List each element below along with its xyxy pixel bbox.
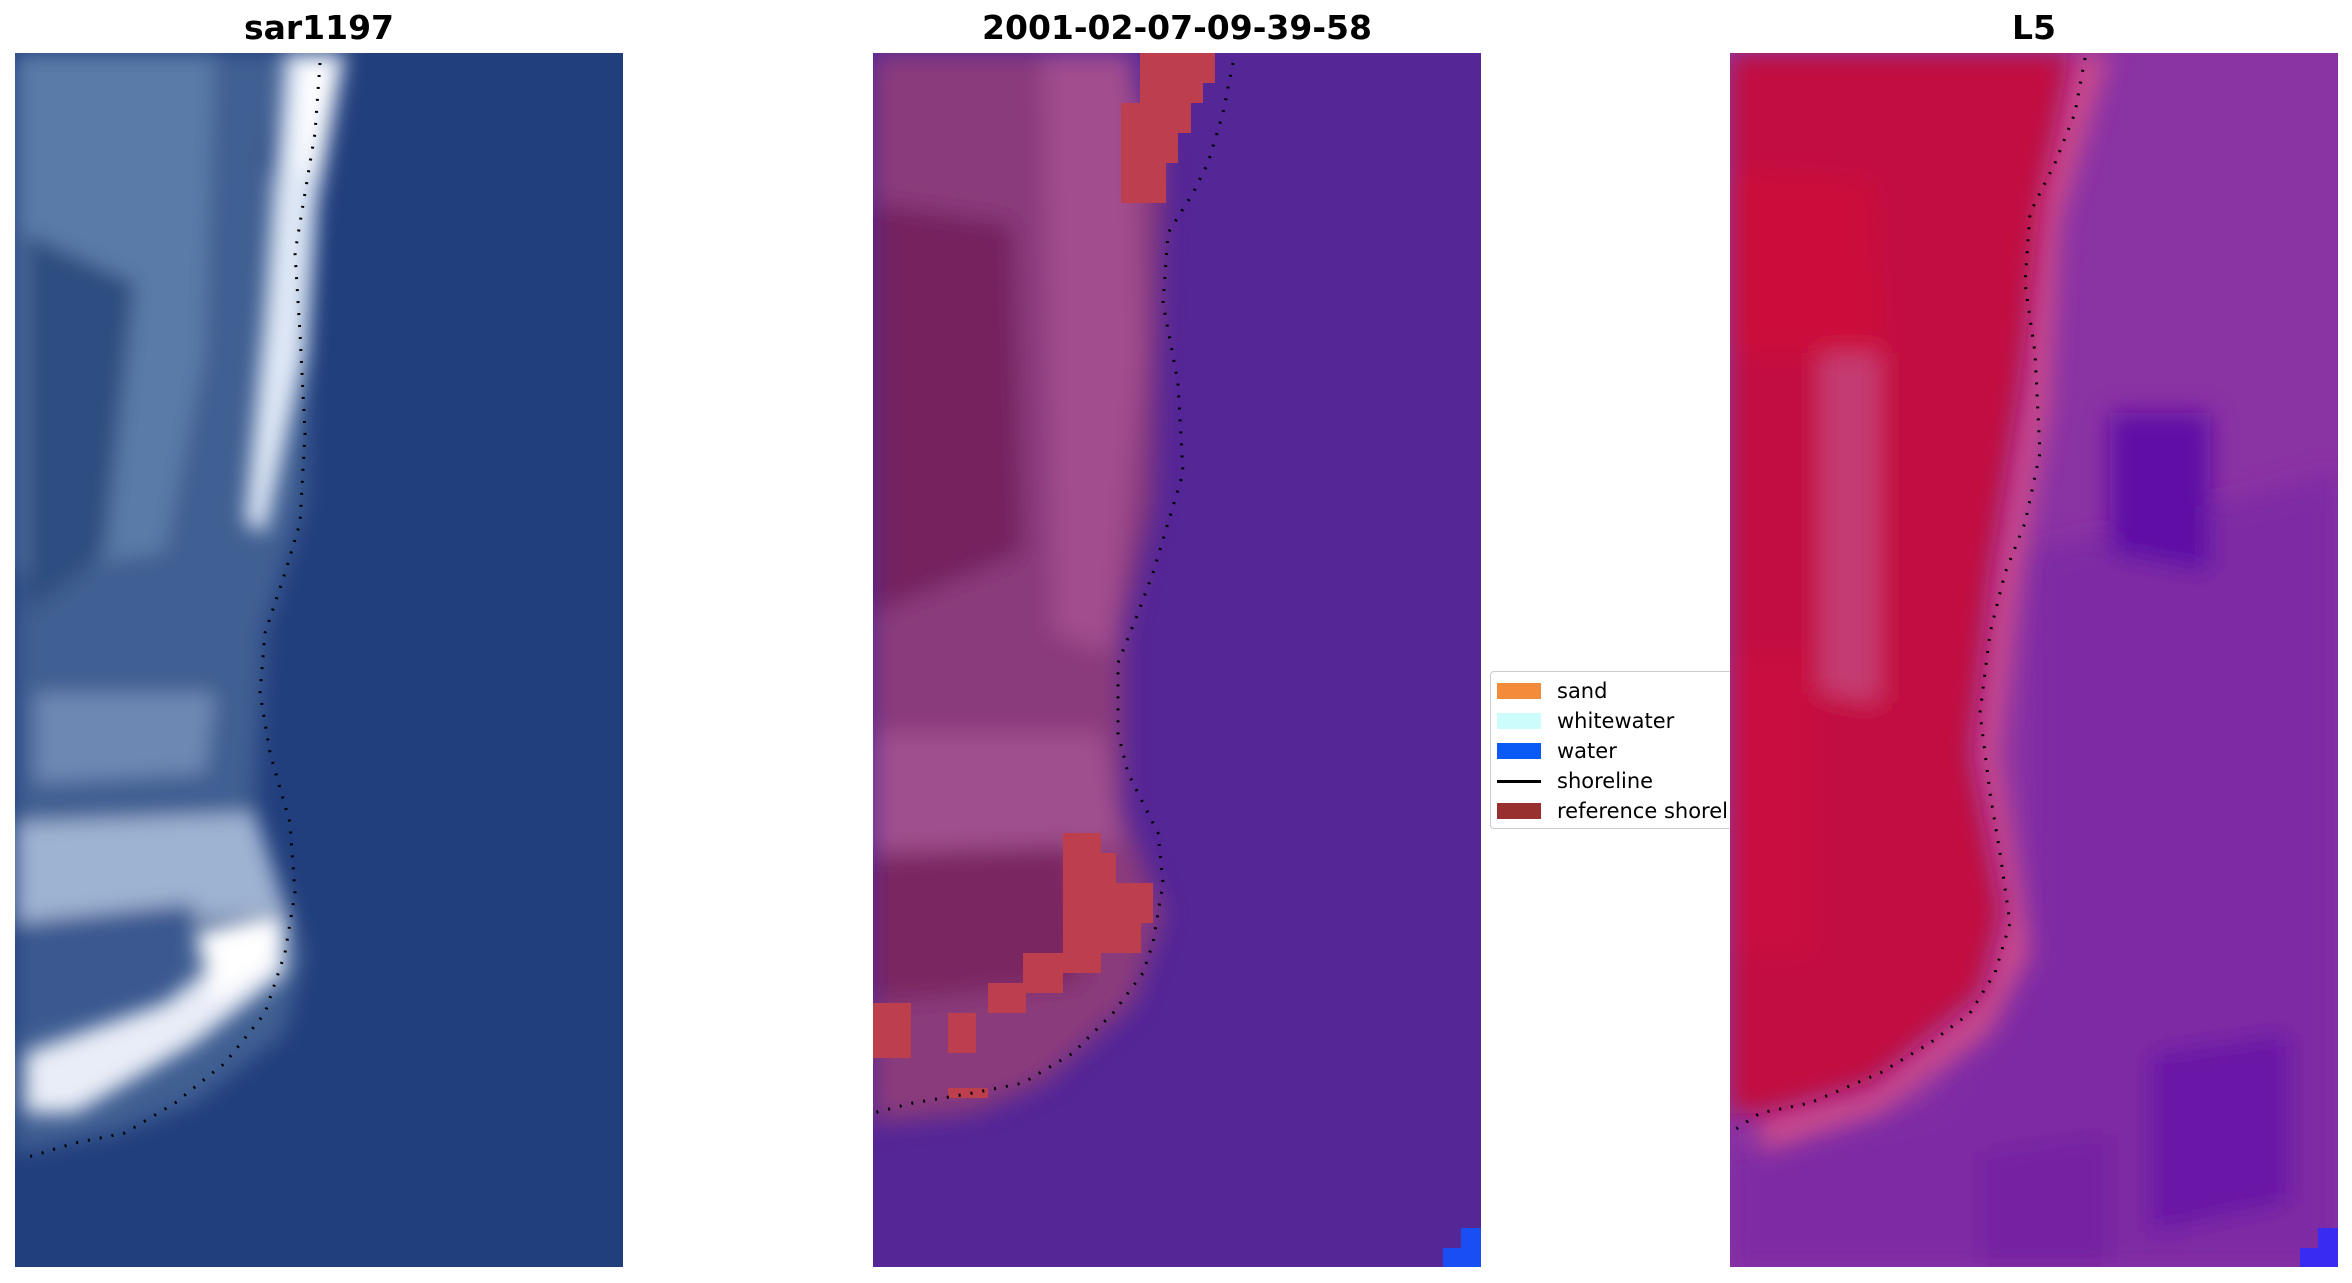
classified-image-panel	[873, 53, 1481, 1267]
legend-item-reference-shoreline: reference shoreline	[1491, 796, 1730, 826]
shoreline-line-swatch	[1497, 780, 1541, 783]
legend-item-shoreline: shoreline	[1491, 766, 1730, 796]
legend-label-reference-shoreline: reference shoreline	[1557, 799, 1730, 823]
legend-label-water: water	[1557, 739, 1617, 763]
legend-item-sand: sand	[1491, 676, 1730, 706]
rgb-image-panel	[15, 53, 623, 1267]
legend-item-whitewater: whitewater	[1491, 706, 1730, 736]
legend-label-shoreline: shoreline	[1557, 769, 1654, 793]
l5-image	[1730, 53, 2338, 1267]
legend-label-whitewater: whitewater	[1557, 709, 1675, 733]
panel-title-classified: 2001-02-07-09-39-58	[982, 8, 1372, 47]
water-swatch	[1497, 743, 1541, 759]
rgb-image	[15, 53, 623, 1267]
legend-item-water: water	[1491, 736, 1730, 766]
reference-shoreline-swatch	[1497, 803, 1541, 819]
panel-title-index: L5	[2012, 8, 2056, 47]
sand-swatch	[1497, 683, 1541, 699]
legend: sand whitewater water shoreline referenc…	[1490, 671, 1730, 829]
classified-image	[873, 53, 1481, 1267]
l5-image-panel	[1730, 53, 2338, 1267]
legend-label-sand: sand	[1557, 679, 1608, 703]
whitewater-swatch	[1497, 713, 1541, 729]
panel-title-rgb: sar1197	[243, 8, 395, 47]
